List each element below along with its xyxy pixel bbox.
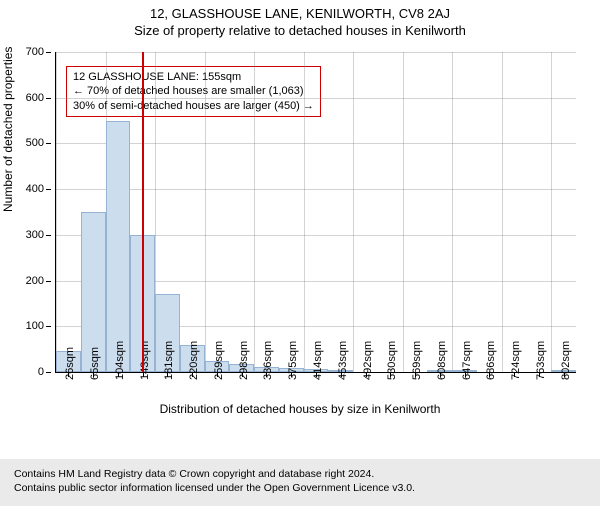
y-tick-label: 400	[0, 183, 44, 195]
histogram-plot: 12 GLASSHOUSE LANE: 155sqm ← 70% of deta…	[55, 52, 576, 373]
gridline-v	[551, 52, 552, 372]
marker-annotation: 12 GLASSHOUSE LANE: 155sqm ← 70% of deta…	[66, 66, 321, 117]
gridline-h	[56, 189, 576, 190]
gridline-v	[304, 52, 305, 372]
annotation-line-1: 12 GLASSHOUSE LANE: 155sqm	[73, 70, 314, 84]
gridline-v	[205, 52, 206, 372]
y-tick-label: 0	[0, 366, 44, 378]
footer-line-1: Contains HM Land Registry data © Crown c…	[14, 467, 586, 482]
gridline-h	[56, 52, 576, 53]
gridline-h	[56, 143, 576, 144]
y-tick-label: 100	[0, 320, 44, 332]
chart-subtitle: Size of property relative to detached ho…	[0, 23, 600, 38]
histogram-bar	[106, 121, 131, 372]
y-tick-label: 500	[0, 137, 44, 149]
y-tick-label: 700	[0, 46, 44, 58]
property-marker-line	[142, 52, 144, 372]
gridline-v	[353, 52, 354, 372]
y-tick-label: 300	[0, 229, 44, 241]
footer-line-2: Contains public sector information licen…	[14, 481, 586, 496]
y-tick-label: 600	[0, 92, 44, 104]
gridline-h	[56, 98, 576, 99]
gridline-v	[452, 52, 453, 372]
annotation-line-3: 30% of semi-detached houses are larger (…	[73, 99, 314, 113]
gridline-v	[502, 52, 503, 372]
chart-area: Number of detached properties 12 GLASSHO…	[0, 42, 600, 422]
annotation-line-2: ← 70% of detached houses are smaller (1,…	[73, 84, 314, 98]
gridline-v	[403, 52, 404, 372]
page-title: 12, GLASSHOUSE LANE, KENILWORTH, CV8 2AJ	[0, 6, 600, 21]
x-axis-label: Distribution of detached houses by size …	[0, 402, 600, 416]
gridline-v	[56, 52, 57, 372]
y-tick-label: 200	[0, 275, 44, 287]
gridline-v	[254, 52, 255, 372]
attribution-footer: Contains HM Land Registry data © Crown c…	[0, 459, 600, 506]
